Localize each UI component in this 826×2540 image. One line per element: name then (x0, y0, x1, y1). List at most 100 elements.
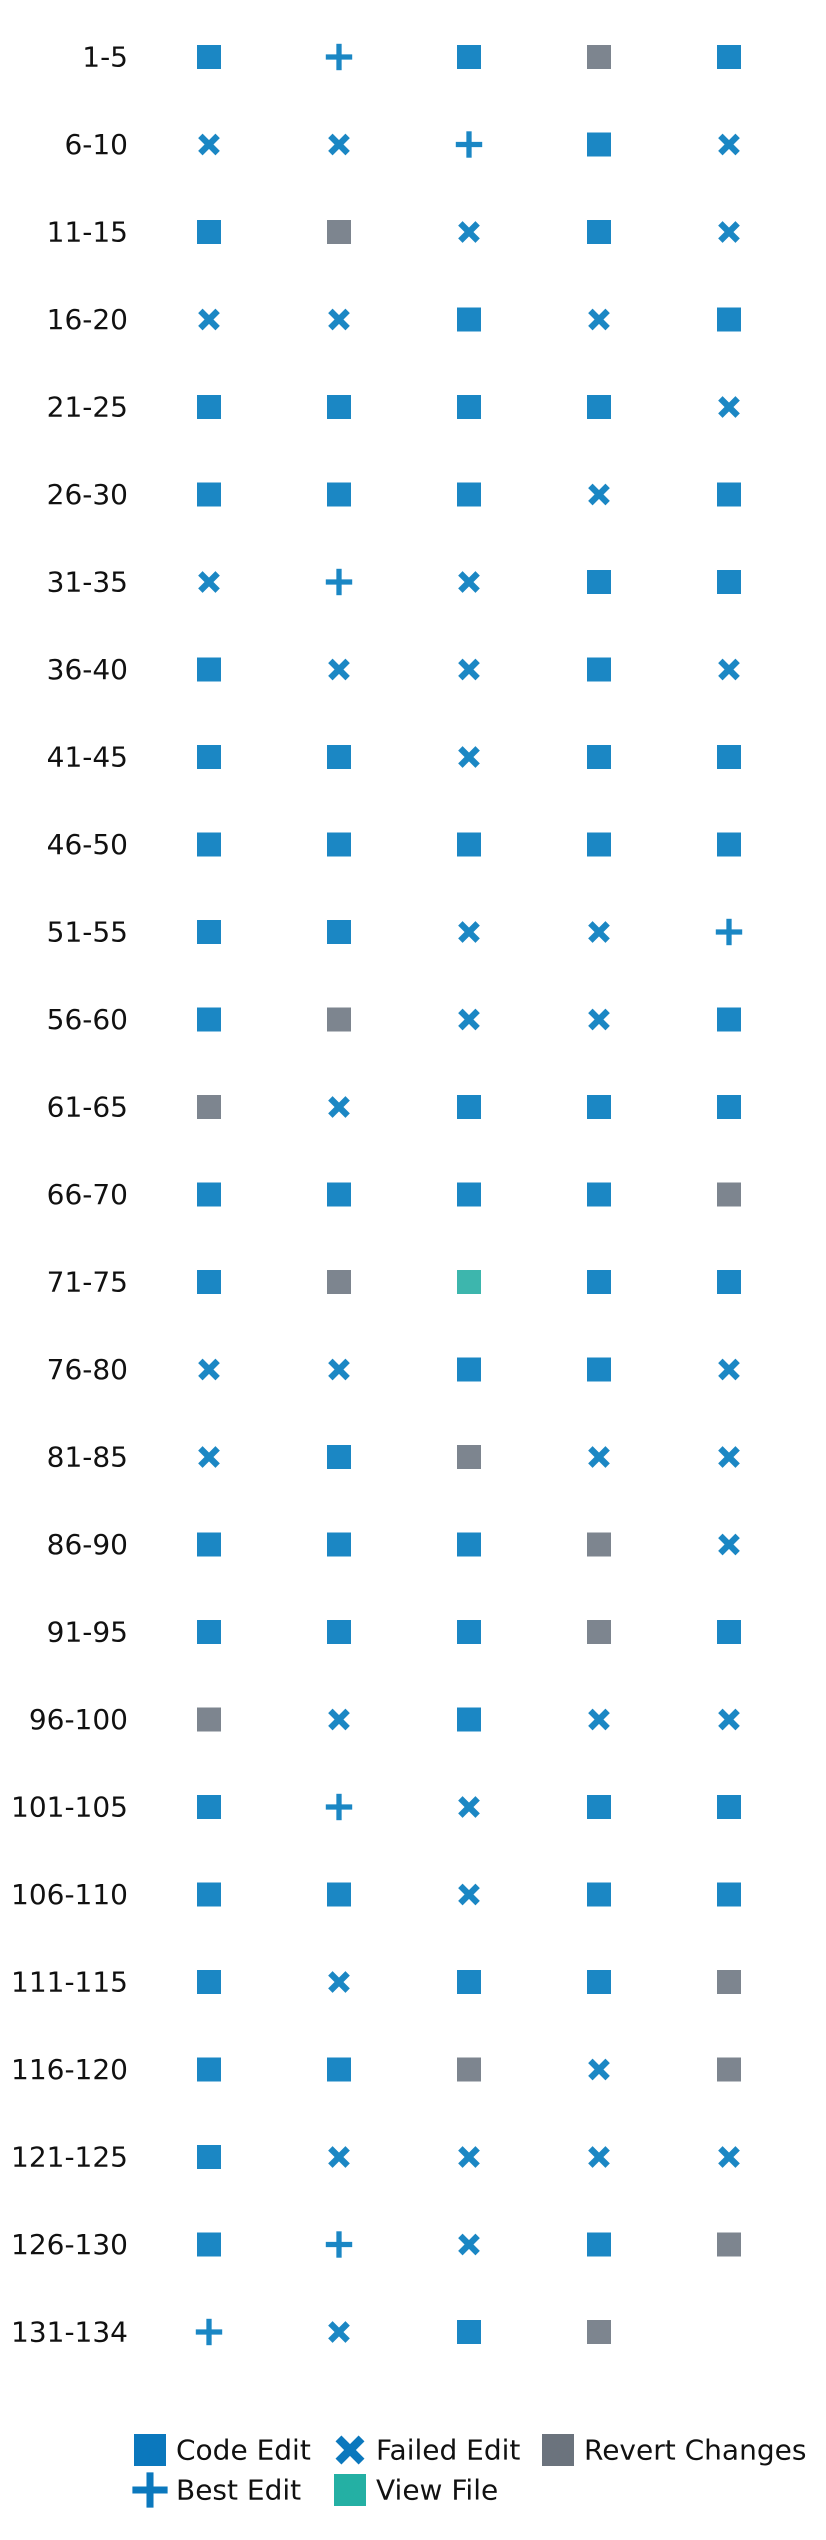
code-edit-marker (197, 2232, 221, 2257)
timeline-row: 76-80 (47, 1353, 740, 1386)
code-edit-marker (587, 1882, 611, 1907)
code-edit-marker (587, 1357, 611, 1382)
code-edit-marker (587, 395, 611, 419)
failed-edit-marker (328, 1096, 350, 1118)
code-edit-marker (197, 920, 221, 944)
row-label: 131-134 (11, 2316, 128, 2349)
revert-changes-marker (457, 2057, 481, 2082)
failed-edit-marker (718, 1533, 740, 1556)
failed-edit-marker (718, 221, 740, 243)
revert-changes-marker (717, 1182, 741, 1207)
best-edit-marker (325, 43, 353, 71)
row-label: 86-90 (47, 1528, 128, 1561)
timeline-row: 6-10 (64, 128, 740, 161)
code-edit-marker (587, 1970, 611, 1994)
code-edit-marker (197, 832, 221, 857)
best-edit-marker (325, 1793, 353, 1821)
code-edit-marker (587, 1182, 611, 1207)
code-edit-marker (587, 657, 611, 682)
code-edit-marker (457, 1182, 481, 1207)
code-edit-marker (197, 1882, 221, 1907)
code-edit-marker (457, 1707, 481, 1732)
failed-edit-marker (588, 1708, 610, 1731)
view-file-marker (457, 1270, 481, 1294)
code-edit-marker (587, 1795, 611, 1819)
code-edit-marker (327, 832, 351, 857)
code-edit-marker (457, 395, 481, 419)
square-icon (542, 2434, 574, 2466)
row-label: 46-50 (47, 828, 128, 861)
row-label: 11-15 (47, 216, 128, 249)
code-edit-marker (197, 45, 221, 69)
failed-edit-marker (458, 1008, 480, 1031)
code-edit-marker (197, 482, 221, 507)
failed-edit-marker (588, 2058, 610, 2081)
code-edit-marker (327, 395, 351, 419)
code-edit-marker (457, 45, 481, 69)
failed-edit-marker (198, 1358, 220, 1381)
code-edit-marker (587, 570, 611, 594)
failed-edit-marker (718, 133, 740, 156)
code-edit-marker (717, 570, 741, 594)
row-label: 61-65 (47, 1091, 128, 1124)
code-edit-marker (197, 1620, 221, 1644)
row-label: 26-30 (47, 478, 128, 511)
row-label: 1-5 (82, 41, 128, 74)
failed-edit-marker (458, 2233, 480, 2256)
failed-edit-marker (458, 746, 480, 768)
failed-edit-marker (588, 921, 610, 943)
code-edit-marker (457, 307, 481, 332)
row-label: 81-85 (47, 1441, 128, 1474)
timeline-row: 41-45 (47, 741, 741, 774)
code-edit-marker (457, 482, 481, 507)
failed-edit-marker (328, 308, 350, 331)
timeline-row: 71-75 (47, 1266, 741, 1299)
revert-changes-marker (717, 2232, 741, 2257)
revert-changes-marker (327, 220, 351, 244)
timeline-row: 56-60 (47, 1003, 741, 1036)
timeline-row: 46-50 (47, 828, 741, 861)
timeline-row: 116-120 (11, 2053, 741, 2086)
row-label: 56-60 (47, 1003, 128, 1036)
square-icon (334, 2474, 366, 2506)
timeline-row: 126-130 (11, 2228, 741, 2261)
legend: Code Edit Failed Edit Revert Changes Best E… (132, 2434, 806, 2508)
timeline-row: 91-95 (47, 1616, 741, 1649)
row-label: 106-110 (11, 1878, 128, 1911)
failed-edit-marker (458, 2146, 480, 2168)
timeline-row: 106-110 (11, 1878, 741, 1911)
failed-edit-marker (198, 1446, 220, 1468)
code-edit-marker (457, 1970, 481, 1994)
timeline-row: 81-85 (47, 1441, 740, 1474)
timeline-row: 96-100 (29, 1703, 740, 1736)
code-edit-marker (587, 1270, 611, 1294)
failed-edit-marker (458, 658, 480, 681)
legend-item-view-file: View File (334, 2474, 498, 2507)
legend-item-failed-edit: Failed Edit (335, 2434, 520, 2467)
code-edit-marker (717, 1270, 741, 1294)
legend-item-best-edit: Best Edit (132, 2472, 301, 2508)
legend-label: Revert Changes (584, 2434, 806, 2467)
code-edit-marker (327, 1532, 351, 1557)
row-label: 6-10 (64, 128, 128, 161)
failed-edit-marker (718, 658, 740, 681)
code-edit-marker (717, 1095, 741, 1119)
code-edit-marker (457, 1620, 481, 1644)
failed-edit-marker (458, 1796, 480, 1818)
row-label: 66-70 (47, 1178, 128, 1211)
code-edit-marker (327, 920, 351, 944)
failed-edit-marker (328, 1971, 350, 1993)
legend-label: Failed Edit (376, 2434, 520, 2467)
failed-edit-marker (458, 571, 480, 593)
timeline-row: 61-65 (47, 1091, 741, 1124)
code-edit-marker (197, 745, 221, 769)
code-edit-marker (197, 395, 221, 419)
failed-edit-marker (328, 1358, 350, 1381)
timeline-row: 36-40 (47, 653, 740, 686)
row-label: 101-105 (11, 1791, 128, 1824)
legend-label: View File (376, 2474, 498, 2507)
row-label: 21-25 (47, 391, 128, 424)
code-edit-marker (717, 1007, 741, 1032)
row-label: 116-120 (11, 2053, 128, 2086)
